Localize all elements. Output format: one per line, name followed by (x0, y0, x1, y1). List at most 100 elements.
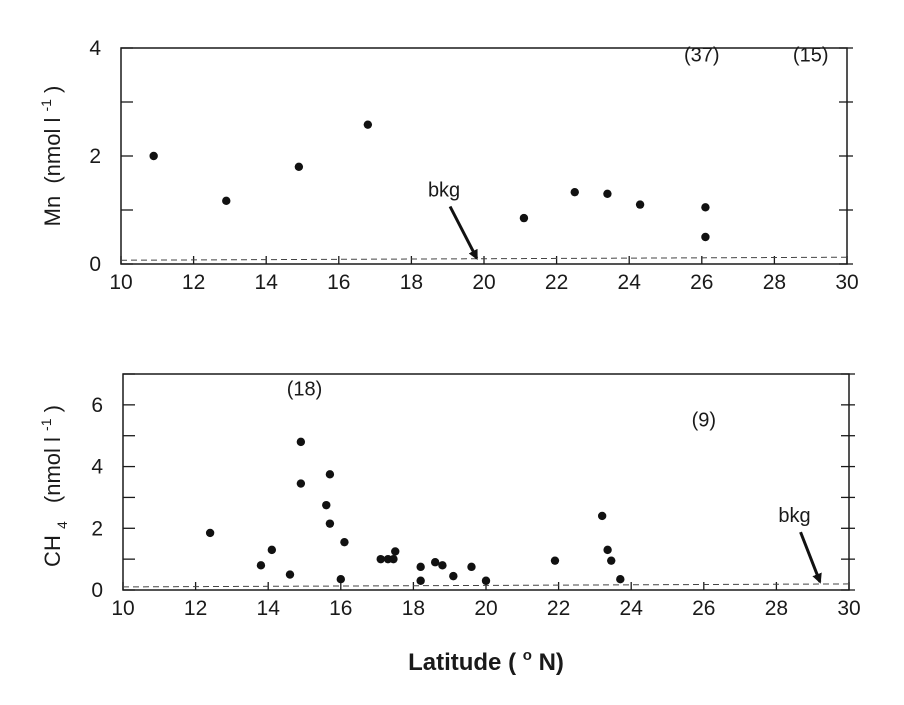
ch4-data-point (438, 561, 447, 570)
ch4-x-ticks: 10 12 14 16 18 20 22 24 26 28 30 (111, 582, 861, 620)
ch4-data-point (607, 556, 616, 565)
ch4-x-tick-label: 20 (474, 597, 497, 620)
ch4-bkg-annotation: bkg (778, 505, 822, 584)
mn-x-ticks: 10 12 14 16 18 20 22 24 26 28 30 (109, 256, 859, 294)
ch4-y-axis-sup: -1 (38, 418, 54, 431)
mn-sample-count-annotation: (37) (684, 45, 720, 67)
mn-x-tick-label: 20 (472, 271, 495, 294)
ch4-x-tick-label: 26 (692, 597, 715, 620)
ch4-data-point (256, 561, 266, 570)
ch4-data-point (336, 575, 345, 584)
ch4-y-tick-label: 6 (91, 394, 103, 417)
mn-x-tick-label: 10 (109, 271, 132, 294)
ch4-data-point (391, 547, 400, 556)
ch4-x-tick-label: 28 (765, 597, 788, 620)
mn-data-point (701, 203, 710, 212)
ch4-x-tick-label: 30 (837, 597, 860, 620)
mn-sample-count-annotation: (15) (793, 45, 829, 67)
ch4-data-point (416, 562, 425, 572)
x-axis-sup: o (523, 647, 532, 664)
mn-annotations: (37) (15) (684, 45, 828, 67)
ch4-x-tick-label: 24 (620, 597, 644, 620)
ch4-data-point (267, 545, 277, 555)
ch4-y-axis-unit: (nmol l (40, 437, 65, 503)
ch4-data-point (389, 554, 398, 564)
mn-x-tick-label: 16 (327, 271, 350, 294)
ch4-y-tick-label: 2 (91, 517, 103, 540)
mn-data-point (603, 189, 612, 198)
ch4-x-tick-label: 22 (547, 597, 570, 620)
mn-points (149, 120, 710, 242)
ch4-data-point (325, 519, 335, 528)
mn-data-point (701, 232, 710, 242)
ch4-sample-count-annotation: (9) (692, 409, 716, 431)
mn-data-point (222, 196, 231, 206)
ch4-background-line (122, 583, 850, 588)
ch4-data-point (296, 437, 306, 447)
mn-data-point (635, 200, 645, 209)
mn-data-point (149, 151, 158, 161)
mn-data-point (363, 120, 373, 129)
ch4-points (205, 437, 625, 585)
ch4-y-tick-label: 4 (91, 456, 103, 479)
ch4-data-point (205, 528, 215, 538)
ch4-data-point (340, 537, 349, 547)
ch4-y-axis-close: ) (40, 405, 65, 412)
ch4-data-point (449, 571, 458, 581)
ch4-data-point (616, 575, 625, 584)
ch4-data-point (550, 556, 560, 565)
mn-x-tick-label: 12 (182, 271, 205, 294)
mn-bkg-annotation: bkg (428, 180, 479, 260)
ch4-data-point (416, 576, 425, 585)
mn-y-axis-unit: (nmol l (40, 118, 65, 184)
mn-x-tick-label: 24 (618, 271, 642, 294)
ch4-x-tick-label: 10 (111, 597, 134, 620)
mn-bkg-arrow (448, 205, 479, 260)
mn-x-tick-label: 28 (763, 271, 786, 294)
ch4-bkg-arrow (799, 531, 822, 584)
ch4-sample-count-annotation: (18) (287, 379, 323, 401)
ch4-x-tick-label: 12 (184, 597, 207, 620)
mn-x-tick-label: 14 (255, 271, 279, 294)
x-axis-main: Latitude ( (408, 649, 516, 676)
ch4-data-point (296, 479, 306, 488)
ch4-x-tick-label: 18 (402, 597, 425, 620)
mn-y-tick-label: 0 (89, 253, 101, 276)
mn-y-axis-label: Mn (nmol l -1 ) (31, 86, 65, 227)
ch4-x-tick-label: 16 (329, 597, 352, 620)
ch4-data-point (467, 562, 476, 572)
mn-data-point (294, 162, 304, 171)
ch4-y-axis-label: CH 4 (nmol l -1 ) (31, 405, 72, 567)
mn-x-tick-label: 18 (400, 271, 423, 294)
ch4-y-ticks: 0 2 4 6 (91, 373, 855, 602)
mn-data-point (519, 213, 529, 223)
ch4-data-point (603, 545, 612, 555)
mn-background-line (120, 256, 848, 261)
ch4-y-axis-main: CH (40, 535, 65, 567)
x-axis-close: N) (539, 649, 564, 676)
mn-x-tick-label: 22 (545, 271, 568, 294)
ch4-data-point (322, 500, 331, 510)
mn-y-tick-label: 2 (89, 145, 101, 168)
ch4-bkg-label: bkg (778, 505, 810, 527)
mn-plot-frame (120, 47, 848, 265)
mn-y-ticks: 0 2 4 (89, 37, 853, 276)
mn-y-axis-close: ) (40, 86, 65, 93)
ch4-x-tick-label: 14 (257, 597, 281, 620)
mn-x-tick-label: 26 (690, 271, 713, 294)
x-axis-title: Latitude ( o N) (408, 639, 564, 676)
ch4-annotations: (18) (9) (287, 379, 716, 432)
ch4-y-tick-label: 0 (91, 579, 103, 602)
mn-bkg-label: bkg (428, 180, 460, 202)
ch4-data-point (481, 576, 491, 585)
ch4-data-point (376, 554, 385, 564)
ch4-data-point (430, 558, 440, 567)
mn-x-tick-label: 30 (835, 271, 858, 294)
mn-panel: 10 12 14 16 18 20 22 24 26 28 30 024 (37) (15) bkg … (31, 37, 859, 294)
ch4-data-point (285, 570, 295, 579)
ch4-y-axis-sub: 4 (54, 521, 70, 529)
mn-y-axis-main: Mn (40, 196, 65, 227)
mn-y-axis-sup: -1 (38, 99, 54, 112)
